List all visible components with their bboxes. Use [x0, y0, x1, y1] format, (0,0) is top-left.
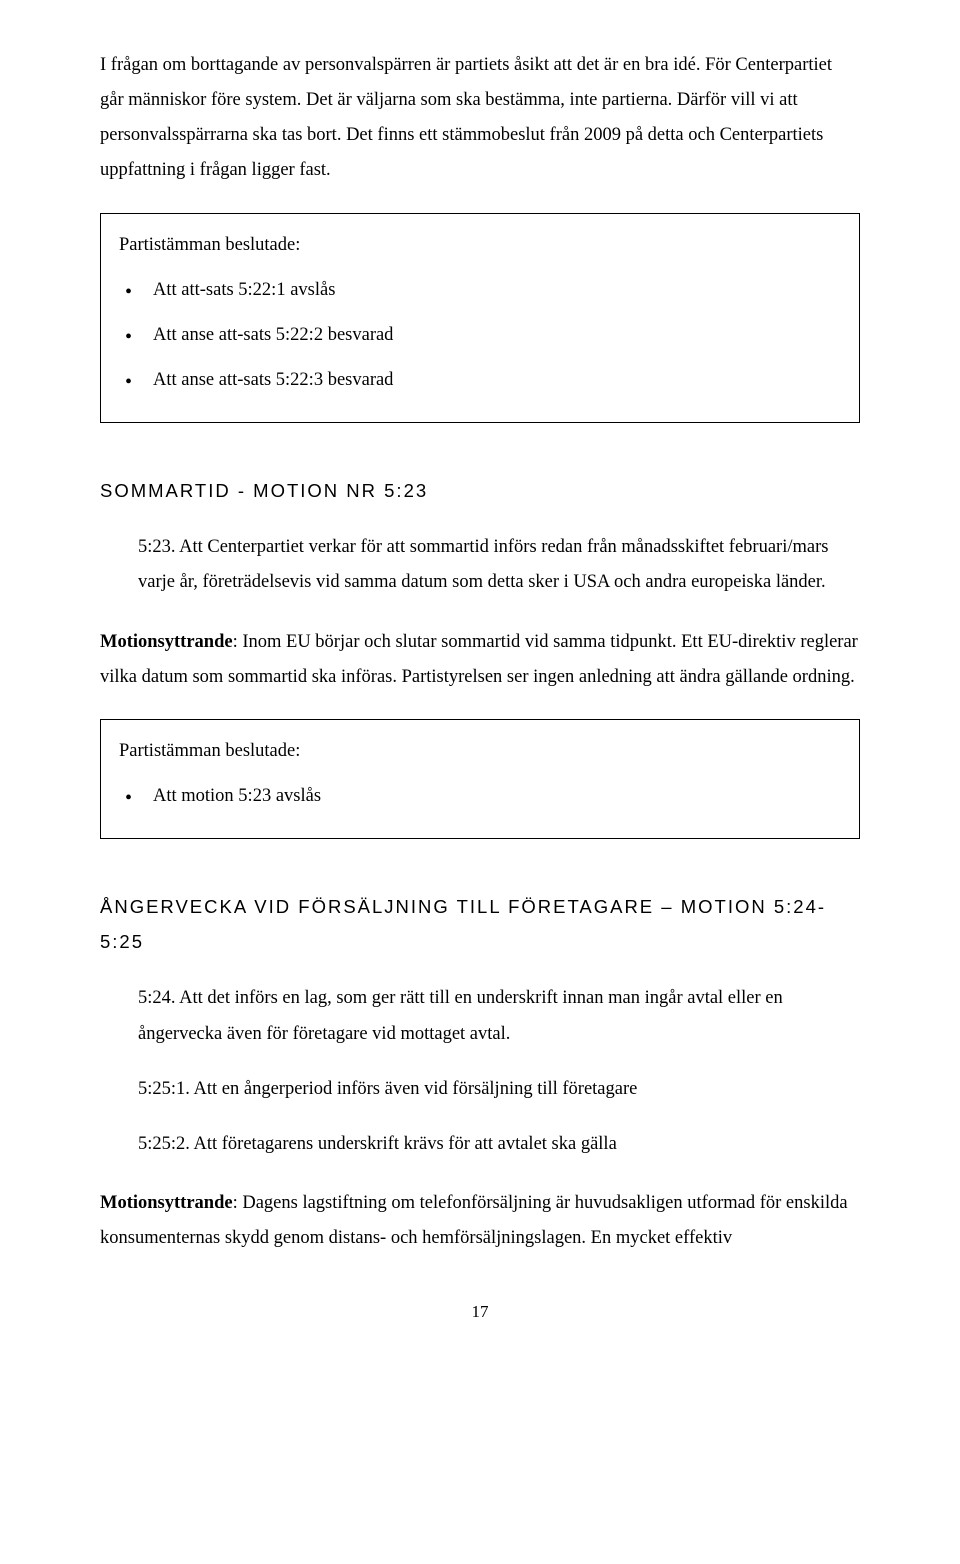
- section-heading-angervecka: ÅNGERVECKA VID FÖRSÄLJNING TILL FÖRETAGA…: [100, 889, 860, 959]
- motion-indent-block: 5:23. Att Centerpartiet verkar för att s…: [100, 530, 860, 600]
- decision-list: Att att-sats 5:22:1 avslås Att anse att-…: [119, 273, 841, 398]
- motion-text-523: 5:23. Att Centerpartiet verkar för att s…: [138, 530, 860, 600]
- decision-box-2: Partistämman beslutade: Att motion 5:23 …: [100, 719, 860, 839]
- motion-text-5251: 5:25:1. Att en ångerperiod införs även v…: [138, 1072, 860, 1107]
- motion-text-524: 5:24. Att det införs en lag, som ger rät…: [138, 981, 860, 1051]
- motion-yttrande-sommartid: Motionsyttrande: Inom EU börjar och slut…: [100, 625, 860, 695]
- intro-paragraph: I frågan om borttagande av personvalspär…: [100, 48, 860, 189]
- section-heading-sommartid: SOMMARTID - MOTION NR 5:23: [100, 473, 860, 508]
- motion-text-5252: 5:25:2. Att företagarens underskrift krä…: [138, 1127, 860, 1162]
- document-page: I frågan om borttagande av personvalspär…: [0, 0, 960, 1369]
- decision-list: Att motion 5:23 avslås: [119, 779, 841, 814]
- motion-yttrande-label: Motionsyttrande: [100, 1193, 233, 1213]
- decision-item: Att anse att-sats 5:22:3 besvarad: [119, 363, 841, 398]
- motion-yttrande-label: Motionsyttrande: [100, 632, 233, 652]
- motion-yttrande-angervecka: Motionsyttrande: Dagens lagstiftning om …: [100, 1186, 860, 1256]
- decision-box-1: Partistämman beslutade: Att att-sats 5:2…: [100, 213, 860, 424]
- decision-item: Att motion 5:23 avslås: [119, 779, 841, 814]
- decision-item: Att att-sats 5:22:1 avslås: [119, 273, 841, 308]
- motion-indent-block: 5:24. Att det införs en lag, som ger rät…: [100, 981, 860, 1162]
- page-number: 17: [100, 1296, 860, 1328]
- decision-item: Att anse att-sats 5:22:2 besvarad: [119, 318, 841, 353]
- decision-title: Partistämman beslutade:: [119, 734, 841, 769]
- decision-title: Partistämman beslutade:: [119, 228, 841, 263]
